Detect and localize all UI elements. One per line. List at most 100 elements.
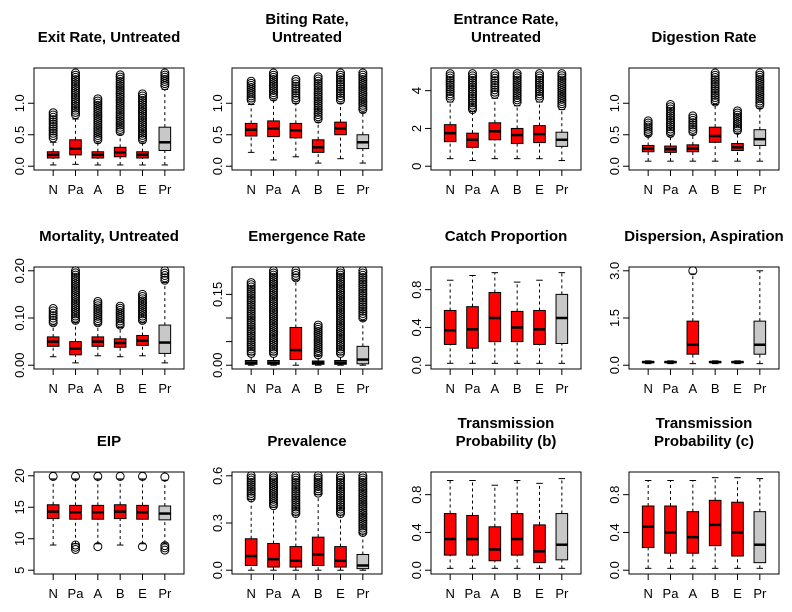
outlier-point [246, 315, 256, 325]
outlier-point [336, 477, 345, 487]
outlier-point [535, 93, 544, 103]
outlier-point [160, 545, 170, 555]
x-tick-label: Pr [356, 381, 370, 396]
outlier-point [445, 71, 455, 81]
outlier-point [269, 494, 278, 504]
outlier-point [313, 486, 323, 496]
y-tick-label: 0.20 [12, 258, 27, 283]
box-Pa [69, 266, 82, 364]
outlier-point [291, 484, 301, 494]
x-tick-label: N [445, 182, 454, 197]
outlier-point [755, 96, 765, 106]
box-Pa [664, 360, 677, 365]
outlier-point [246, 282, 256, 292]
outlier-point [512, 80, 522, 90]
outlier-point [160, 271, 170, 280]
iqr-box [533, 309, 546, 345]
outlier-point [755, 92, 765, 102]
panel-title: Probability (c) [654, 433, 754, 450]
outlier-point [468, 100, 477, 110]
outlier-point [93, 109, 103, 119]
y-tick-label: 0.0 [409, 356, 424, 374]
outlier-point [269, 333, 278, 343]
box-Pr [158, 68, 172, 166]
outlier-point [336, 301, 345, 311]
outlier-point [291, 500, 301, 510]
outlier-point [246, 306, 256, 316]
outlier-point [313, 482, 323, 492]
outlier-point [666, 106, 675, 116]
outlier-point [269, 81, 278, 91]
outlier-point [269, 490, 278, 500]
outlier-point [358, 105, 368, 115]
panel-title: Prevalence [267, 433, 346, 450]
outlier-point [512, 93, 522, 103]
outlier-point [733, 117, 742, 127]
outlier-point [71, 81, 80, 91]
outlier-point [336, 294, 345, 304]
outlier-point [246, 473, 256, 483]
outlier-point [138, 542, 147, 552]
outlier-point [269, 279, 278, 289]
outlier-point [336, 344, 345, 354]
box-Pa [267, 471, 280, 571]
outlier-point [269, 268, 278, 278]
outlier-point [246, 311, 256, 321]
outlier-point [71, 72, 80, 82]
outlier-point [246, 493, 256, 503]
box-E [136, 89, 149, 166]
outlier-point [48, 128, 58, 138]
outlier-point [269, 492, 278, 502]
outlier-point [269, 486, 278, 496]
outlier-point [336, 281, 345, 291]
outlier-point [313, 83, 323, 93]
outlier-point [138, 315, 147, 325]
outlier-point [358, 490, 368, 500]
outlier-point [755, 68, 765, 78]
outlier-point [48, 315, 58, 325]
x-tick-label: Pr [753, 586, 767, 601]
outlier-point [512, 97, 522, 107]
outlier-point [48, 306, 58, 316]
outlier-point [336, 484, 345, 494]
outlier-point [246, 313, 256, 323]
outlier-point [269, 338, 278, 348]
outlier-point [358, 284, 368, 294]
outlier-point [313, 92, 323, 102]
box-Pr [555, 272, 569, 364]
outlier-point [557, 69, 567, 79]
outlier-point [71, 302, 80, 312]
outlier-point [269, 296, 278, 306]
outlier-point [557, 75, 567, 85]
outlier-point [710, 95, 720, 105]
outlier-point [490, 73, 500, 83]
outlier-point [269, 85, 278, 95]
outlier-point [358, 302, 368, 312]
outlier-point [246, 89, 256, 99]
outlier-point [269, 292, 278, 302]
x-tick-label: B [314, 586, 323, 601]
outlier-point [490, 89, 500, 99]
outlier-point [557, 96, 567, 106]
outlier-point [336, 335, 345, 345]
y-tick-label: 0.8 [607, 486, 622, 504]
outlier-point [313, 103, 323, 113]
outlier-point [358, 286, 368, 296]
iqr-box [533, 524, 546, 564]
outlier-point [93, 105, 103, 115]
outlier-point [291, 495, 301, 505]
outlier-point [445, 89, 455, 99]
outlier-point [246, 95, 256, 105]
outlier-point [336, 333, 345, 343]
outlier-point [246, 320, 256, 330]
outlier-point [336, 73, 345, 83]
outlier-point [688, 127, 698, 137]
panel-4: Mortality, Untreated 0.00 0.10 0.20 N Pa A B E Pr [12, 228, 185, 396]
outlier-point [269, 340, 278, 350]
outlier-point [358, 486, 368, 496]
outlier-point [291, 74, 301, 84]
outlier-point [755, 74, 765, 84]
outlier-point [269, 477, 278, 487]
outlier-point [336, 274, 345, 284]
panel-8: EIP 5 10 15 20 N Pa A B E Pr [12, 433, 185, 601]
